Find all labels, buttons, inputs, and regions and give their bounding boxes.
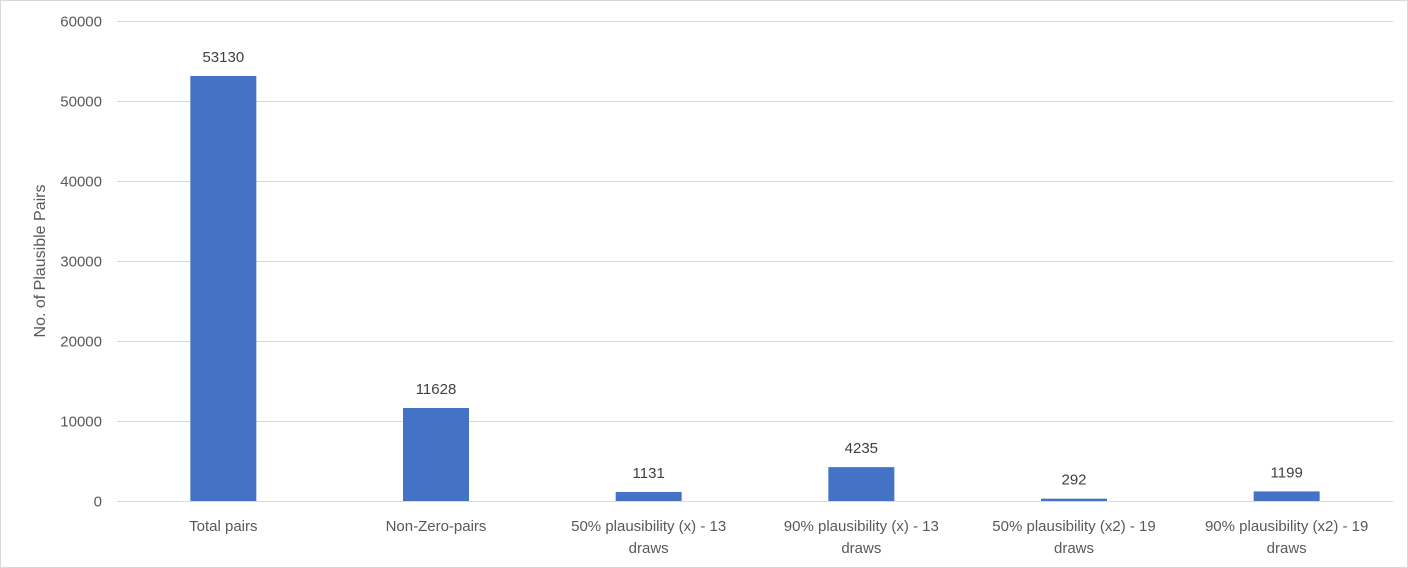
x-axis-categories: Total pairs Non-Zero-pairs 50% plausibilit… <box>189 518 1368 557</box>
bars <box>190 75 1320 502</box>
y-tick-label-10000: 10000 <box>60 414 102 431</box>
bar-4 <box>1041 498 1107 501</box>
bar-5 <box>1253 491 1320 501</box>
x-category-label-1-line-0: Non-Zero-pairs <box>386 518 487 535</box>
data-label-2: 1131 <box>633 465 665 482</box>
y-tick-label-0: 0 <box>94 494 102 511</box>
x-category-label-2-line-0: 50% plausibility (x) - 13 <box>571 518 726 535</box>
x-category-label-4-line-1: draws <box>1054 540 1094 557</box>
bar-3 <box>828 467 895 501</box>
x-category-label-5-line-1: draws <box>1267 540 1307 557</box>
y-tick-label-40000: 40000 <box>60 174 102 191</box>
bar-2 <box>615 491 682 501</box>
x-category-label-3-line-1: draws <box>841 540 881 557</box>
data-label-3: 4235 <box>845 440 878 457</box>
y-tick-label-30000: 30000 <box>60 254 102 271</box>
y-axis-ticks: 0 10000 20000 30000 40000 50000 60000 <box>60 14 102 511</box>
data-labels: 53130 11628 1131 4235 292 1199 <box>202 49 1302 489</box>
y-tick-label-50000: 50000 <box>60 94 102 111</box>
x-category-label-4-line-0: 50% plausibility (x2) - 19 <box>992 518 1155 535</box>
data-label-0: 53130 <box>202 49 244 66</box>
x-category-label-0-line-0: Total pairs <box>189 518 257 535</box>
data-label-1: 11628 <box>416 381 457 398</box>
data-label-5: 1199 <box>1271 464 1303 481</box>
data-label-4: 292 <box>1061 472 1086 489</box>
bar-0 <box>190 75 257 502</box>
y-tick-label-20000: 20000 <box>60 334 102 351</box>
y-axis-title: No. of Plausible Pairs <box>32 185 49 338</box>
x-category-label-3-line-0: 90% plausibility (x) - 13 <box>784 518 939 535</box>
gridlines <box>117 21 1393 502</box>
x-category-label-2-line-1: draws <box>629 540 669 557</box>
x-category-label-5-line-0: 90% plausibility (x2) - 19 <box>1205 518 1368 535</box>
y-tick-label-60000: 60000 <box>60 14 102 31</box>
bar-1 <box>403 407 469 501</box>
